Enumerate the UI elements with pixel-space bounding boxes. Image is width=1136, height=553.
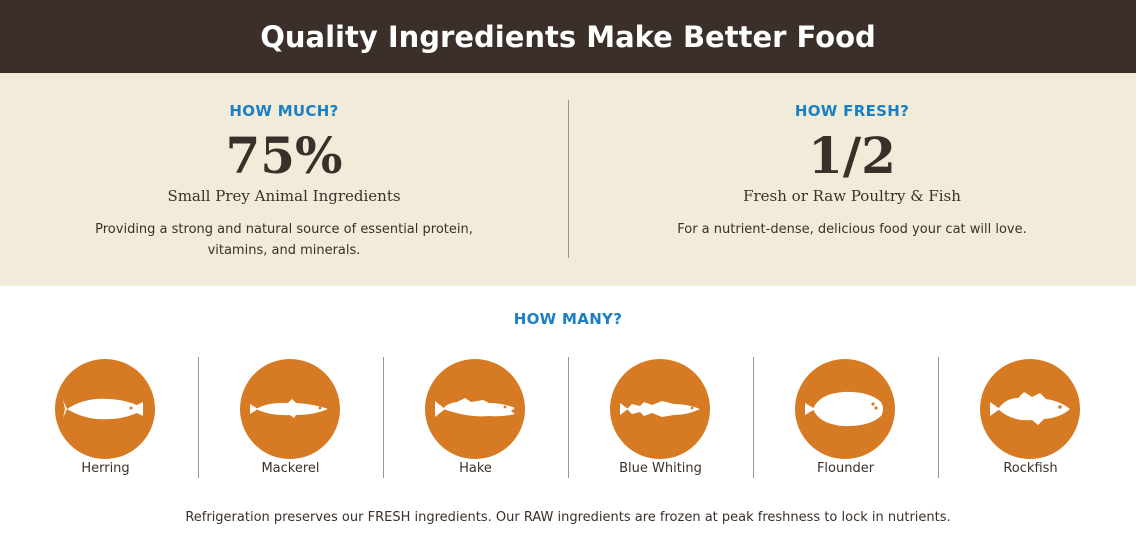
fish-name: Rockfish — [1003, 461, 1058, 476]
fish-divider — [198, 357, 199, 478]
stats-panel: HOW MUCH? 75% Small Prey Animal Ingredie… — [0, 73, 1136, 286]
fish-item-rockfish: Rockfish — [938, 357, 1123, 478]
fish-divider — [938, 357, 939, 478]
fish-divider — [568, 357, 569, 478]
fish-item-hake: Hake — [383, 357, 568, 478]
fish-name: Blue Whiting — [619, 461, 702, 476]
fish-divider — [753, 357, 754, 478]
fish-item-herring: Herring — [13, 357, 198, 478]
stat-description: For a nutrient-dense, delicious food you… — [677, 222, 1027, 237]
fish-name: Herring — [81, 461, 130, 476]
fish-name: Flounder — [816, 461, 875, 476]
stat-label: Fresh or Raw Poultry & Fish — [743, 187, 961, 205]
flounder-icon — [795, 359, 895, 459]
page-header: Quality Ingredients Make Better Food — [0, 0, 1136, 73]
how-many-heading: HOW MANY? — [513, 310, 623, 328]
fish-item-mackerel: Mackerel — [198, 357, 383, 478]
stat-value: 1/2 — [808, 126, 896, 185]
stats-divider — [568, 100, 569, 258]
stat-kicker: HOW MUCH? — [229, 102, 339, 120]
fish-list: Herring Mackerel Hake — [13, 357, 1123, 478]
stat-description: Providing a strong and natural source of… — [95, 222, 473, 258]
stat-value: 75% — [225, 126, 343, 185]
stat-label: Small Prey Animal Ingredients — [167, 187, 401, 205]
stat-how-much: HOW MUCH? 75% Small Prey Animal Ingredie… — [0, 73, 568, 286]
footnote: Refrigeration preserves our FRESH ingred… — [185, 510, 951, 525]
mackerel-icon — [240, 359, 340, 459]
fish-divider — [383, 357, 384, 478]
stat-kicker: HOW FRESH? — [794, 102, 910, 120]
page-title: Quality Ingredients Make Better Food — [260, 19, 876, 54]
hake-icon — [425, 359, 525, 459]
fish-item-flounder: Flounder — [753, 357, 938, 478]
fish-item-blue-whiting: Blue Whiting — [568, 357, 753, 478]
blue-whiting-icon — [610, 359, 710, 459]
rockfish-icon — [980, 359, 1080, 459]
fish-name: Hake — [459, 461, 492, 476]
stat-how-fresh: HOW FRESH? 1/2 Fresh or Raw Poultry & Fi… — [568, 73, 1136, 286]
herring-icon — [55, 359, 155, 459]
fish-name: Mackerel — [261, 461, 320, 476]
